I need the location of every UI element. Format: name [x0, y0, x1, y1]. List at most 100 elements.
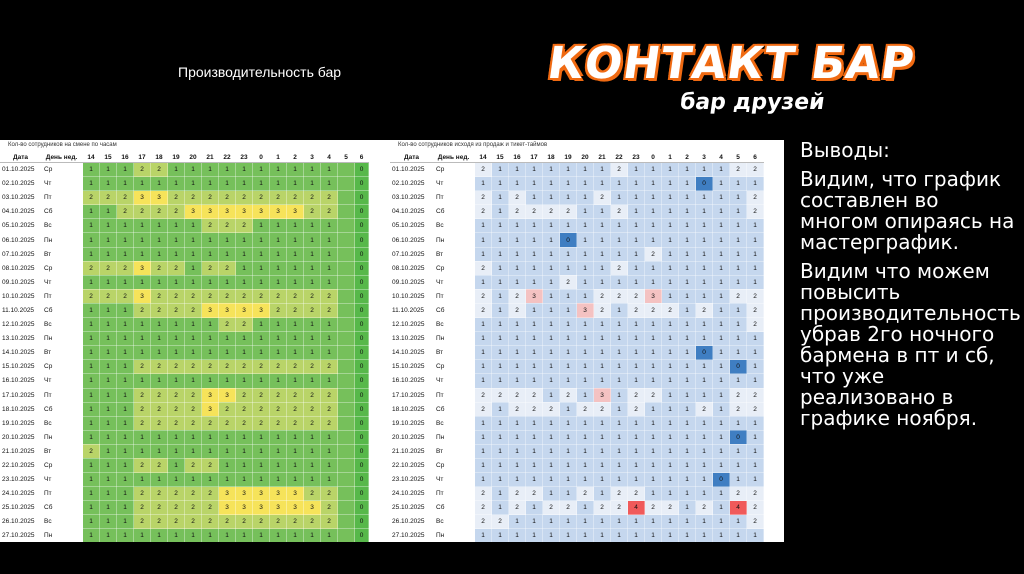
- value-cell: 2: [474, 401, 492, 417]
- value-cell: 1: [320, 457, 338, 474]
- column-header: 14: [474, 152, 492, 163]
- value-cell: 2: [184, 288, 202, 304]
- value-cell: 0: [729, 429, 747, 445]
- value-cell: 1: [678, 232, 696, 248]
- value-cell: 1: [542, 373, 560, 389]
- value-cell: 1: [695, 232, 713, 248]
- weekday-cell: Чт: [40, 472, 83, 488]
- value-cell: 1: [235, 457, 253, 474]
- value-cell: 2: [150, 514, 168, 530]
- value-cell: 0: [354, 500, 369, 516]
- value-cell: 1: [99, 331, 117, 347]
- column-header: 14: [82, 152, 100, 163]
- value-cell: 1: [167, 232, 185, 248]
- value-cell: 1: [82, 401, 100, 417]
- value-cell: 1: [576, 260, 594, 276]
- value-cell: 1: [167, 331, 185, 347]
- table-row: 20.10.2025 Пн 1 1 1 1 1 1 1 1 1 1 1 1 1 1 1 0: [0, 429, 369, 445]
- value-cell: 1: [678, 486, 696, 502]
- value-cell: 1: [116, 302, 134, 319]
- column-header: 4: [320, 152, 338, 163]
- table-row: 23.10.2025 Чт 1 1 1 1 1 1 1 1 1 1 1 1 1 1 0 1 1: [390, 472, 764, 488]
- weekday-cell: Пн: [432, 232, 475, 248]
- column-header: 15: [491, 152, 509, 163]
- value-cell: 2: [729, 288, 747, 304]
- value-cell: 1: [491, 373, 509, 389]
- value-cell: [337, 514, 355, 530]
- value-cell: 2: [82, 190, 100, 206]
- date-cell: 01.10.2025: [0, 161, 41, 178]
- value-cell: 1: [712, 274, 730, 290]
- value-cell: [337, 486, 355, 502]
- value-cell: 2: [303, 486, 321, 502]
- value-cell: 1: [661, 204, 679, 220]
- value-cell: 2: [133, 514, 151, 530]
- value-cell: 1: [695, 161, 713, 178]
- value-cell: 1: [525, 472, 543, 488]
- table-row: 08.10.2025 Ср 2 1 1 1 1 1 1 1 2 1 1 1 1 1 1 1 1: [390, 260, 764, 276]
- value-cell: 1: [252, 528, 270, 542]
- value-cell: 2: [150, 387, 168, 403]
- value-cell: 1: [593, 345, 611, 361]
- value-cell: 1: [269, 317, 287, 333]
- value-cell: 1: [525, 359, 543, 375]
- value-cell: 2: [695, 401, 713, 417]
- value-cell: 2: [133, 486, 151, 502]
- value-cell: 2: [746, 514, 764, 530]
- value-cell: 1: [474, 472, 492, 488]
- date-cell: 01.10.2025: [390, 161, 433, 178]
- table-row: 26.10.2025 Вс 1 1 1 2 2 2 2 2 2 2 2 2 2 2 2 0: [0, 514, 369, 530]
- value-cell: 1: [729, 345, 747, 361]
- value-cell: 1: [525, 443, 543, 459]
- value-cell: 1: [610, 457, 628, 474]
- value-cell: 1: [661, 190, 679, 206]
- value-cell: 1: [559, 486, 577, 502]
- value-cell: 1: [525, 190, 543, 206]
- value-cell: 2: [269, 302, 287, 319]
- value-cell: 1: [133, 373, 151, 389]
- value-cell: 2: [150, 457, 168, 474]
- value-cell: 1: [167, 176, 185, 192]
- value-cell: 2: [167, 500, 185, 516]
- value-cell: 2: [286, 401, 304, 417]
- value-cell: 1: [133, 528, 151, 542]
- value-cell: 1: [116, 218, 134, 234]
- date-cell: 02.10.2025: [390, 176, 433, 192]
- value-cell: 1: [542, 514, 560, 530]
- value-cell: 1: [542, 429, 560, 445]
- value-cell: 2: [593, 190, 611, 206]
- value-cell: 2: [201, 486, 219, 502]
- table-row: 11.10.2025 Сб 2 1 2 1 1 1 3 2 1 2 2 2 1 2 1 1 2: [390, 302, 764, 319]
- value-cell: 1: [184, 472, 202, 488]
- value-cell: 1: [201, 176, 219, 192]
- value-cell: 2: [644, 387, 662, 403]
- value-cell: 1: [82, 500, 100, 516]
- value-cell: 2: [593, 500, 611, 516]
- value-cell: 2: [508, 204, 526, 220]
- table-row: 10.10.2025 Пт 2 2 2 3 2 2 2 2 2 2 2 2 2 2 2 0: [0, 288, 369, 304]
- value-cell: [337, 161, 355, 178]
- table-row: 17.10.2025 Пт 2 2 2 2 1 2 1 3 1 2 2 1 1 1 1 2 2: [390, 387, 764, 403]
- value-cell: 1: [184, 232, 202, 248]
- date-cell: 17.10.2025: [0, 387, 41, 403]
- value-cell: 1: [320, 331, 338, 347]
- date-cell: 10.10.2025: [390, 288, 433, 304]
- date-cell: 14.10.2025: [390, 345, 433, 361]
- column-header: 16: [116, 152, 134, 163]
- value-cell: 1: [320, 429, 338, 445]
- value-cell: 1: [661, 387, 679, 403]
- value-cell: 2: [729, 401, 747, 417]
- date-cell: 27.10.2025: [390, 528, 433, 542]
- value-cell: 1: [286, 176, 304, 192]
- table-row: 22.10.2025 Ср 1 1 1 2 2 1 2 2 1 1 1 1 1 1 1 0: [0, 457, 369, 474]
- date-cell: 13.10.2025: [0, 331, 41, 347]
- value-cell: 1: [644, 472, 662, 488]
- table-row: 24.10.2025 Пт 2 1 2 2 1 1 2 1 2 2 1 1 1 1 1 2 2: [390, 486, 764, 502]
- value-cell: 1: [320, 176, 338, 192]
- value-cell: 1: [474, 246, 492, 262]
- table-row: 12.10.2025 Вс 1 1 1 1 1 1 1 1 2 2 1 1 1 1 1 0: [0, 317, 369, 333]
- value-cell: 1: [644, 218, 662, 234]
- value-cell: 1: [610, 514, 628, 530]
- value-cell: 1: [491, 472, 509, 488]
- value-cell: 1: [133, 218, 151, 234]
